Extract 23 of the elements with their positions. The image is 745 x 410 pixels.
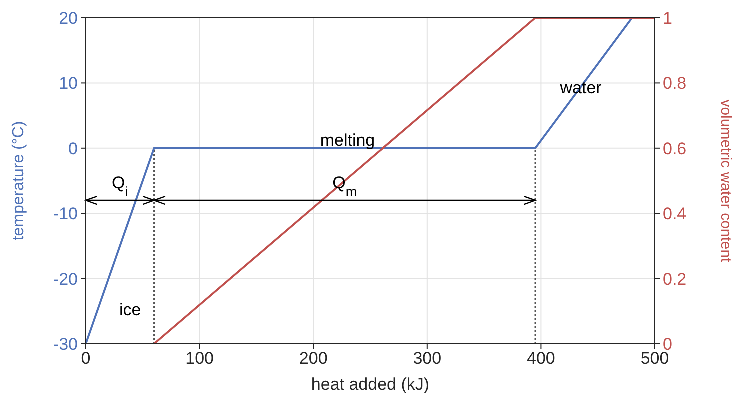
y2-tick-label: 0.6: [663, 139, 687, 158]
annotation: ice: [120, 300, 142, 320]
y-tick-label: 10: [59, 74, 78, 94]
x-axis-title: heat added (kJ): [311, 375, 430, 394]
x-tick-label: 0: [81, 349, 91, 368]
y2-tick-label: 1: [663, 9, 672, 28]
x-tick-label: 500: [640, 349, 670, 368]
y2-tick-label: 0.8: [663, 74, 687, 94]
y-tick-label: 0: [68, 139, 78, 158]
y-axis-title: temperature (°C): [10, 121, 28, 241]
x-tick-label: 100: [186, 349, 214, 368]
y2-axis-title: volumetric water content: [718, 100, 735, 264]
x-tick-label: 200: [299, 349, 328, 368]
y-tick-label: -20: [53, 270, 78, 289]
x-tick-label: 300: [413, 349, 442, 368]
annotation: Q$_{i}$: [112, 174, 128, 200]
y-tick-label: -10: [53, 204, 78, 224]
y-tick-label: 20: [59, 9, 78, 28]
y2-tick-label: 0.4: [663, 204, 687, 224]
y2-tick-label: 0.2: [663, 270, 687, 289]
y-tick-label: -30: [53, 335, 78, 354]
annotation: melting: [320, 131, 376, 150]
x-tick-label: 400: [527, 349, 556, 368]
